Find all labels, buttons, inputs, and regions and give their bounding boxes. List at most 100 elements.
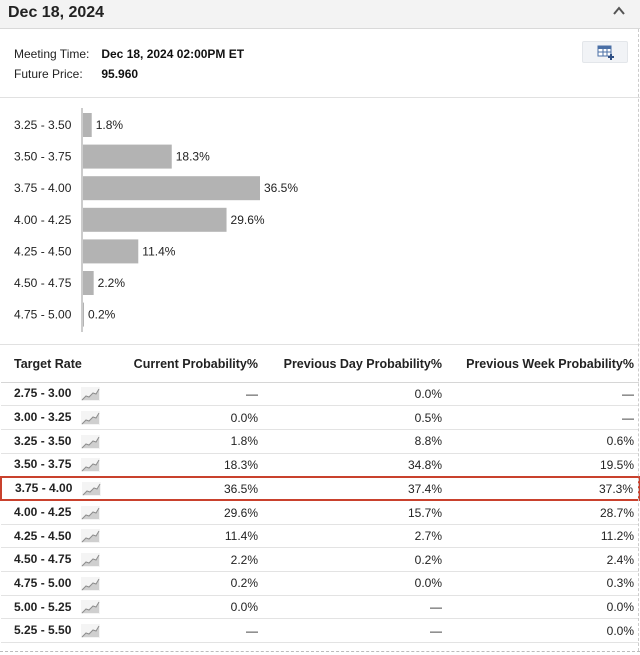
- future-price-value: 95.960: [101, 67, 139, 81]
- target-rate-cell: 3.50 - 3.75: [1, 453, 106, 478]
- previous-week-probability-cell: 37.3%: [447, 475, 640, 502]
- meeting-header: Dec 18, 2024: [0, 0, 640, 29]
- bar-category-label: 3.50 - 3.75: [14, 150, 72, 164]
- table-row: 5.00 - 5.25 0.0% —0.0%: [1, 595, 639, 620]
- meeting-time-row: Meeting Time: Dec 18, 2024 02:00PM ET: [14, 47, 244, 61]
- col-header-target-rate: Target Rate: [1, 346, 106, 383]
- bar-value-label: 0.2%: [88, 308, 116, 322]
- target-rate-label: 3.25 - 3.50: [14, 433, 72, 448]
- previous-day-probability-cell: —: [263, 595, 447, 620]
- probability-bar: [83, 271, 94, 295]
- bar-category-label: 4.25 - 4.50: [14, 244, 72, 258]
- target-rate-label: 3.75 - 4.00: [15, 481, 73, 496]
- current-probability-cell: 2.2%: [106, 547, 263, 572]
- sparkline-chart-icon[interactable]: [81, 410, 101, 425]
- previous-week-probability-cell: 0.0%: [447, 595, 639, 620]
- col-header-previous-week-probability: Previous Week Probability%: [447, 346, 639, 383]
- target-rate-cell: 4.00 - 4.25: [1, 500, 106, 525]
- table-row: 3.00 - 3.25 0.0% 0.5% —: [1, 405, 639, 430]
- previous-day-probability-cell: 0.0%: [263, 571, 447, 596]
- probability-bar-chart: 3.25 - 3.50 1.8% 3.50 - 3.75 18.3% 3.75 - 4.…: [14, 108, 298, 332]
- target-rate-cell: 4.50 - 4.75: [1, 547, 106, 572]
- previous-week-probability-cell: 0.3%: [447, 571, 639, 596]
- target-rate-cell: 4.25 - 4.50: [1, 524, 106, 549]
- table-row: 3.25 - 3.50 1.8% 8.8% 0.6%: [1, 429, 639, 454]
- sparkline-chart-icon[interactable]: [82, 482, 102, 496]
- meeting-time-label: Meeting Time:: [14, 47, 90, 61]
- probability-bar: [83, 302, 84, 327]
- target-rate-label: 5.25 - 5.50: [14, 623, 72, 638]
- current-probability-cell: —: [106, 618, 263, 644]
- sparkline-chart-icon[interactable]: [81, 458, 101, 473]
- meeting-date-title: Dec 18, 2024: [8, 4, 105, 21]
- bar-category-label: 3.25 - 3.50: [14, 118, 72, 132]
- previous-day-probability-cell: 0.2%: [263, 547, 447, 572]
- probability-bar: [83, 113, 92, 137]
- sparkline-chart-icon[interactable]: [81, 505, 101, 520]
- sparkline-chart-icon[interactable]: [81, 576, 101, 591]
- panel-right-edge: [638, 29, 639, 651]
- sparkline-chart-icon[interactable]: [81, 600, 101, 615]
- bar-category-label: 3.75 - 4.00: [14, 181, 72, 195]
- chevron-up-icon[interactable]: [612, 4, 626, 18]
- previous-week-probability-cell: 0.0%: [447, 618, 639, 644]
- sparkline-chart-icon[interactable]: [81, 624, 101, 639]
- table-row: 4.25 - 4.50 11.4% 2.7% 11.2%: [1, 524, 639, 549]
- bar-value-label: 36.5%: [264, 181, 298, 195]
- probability-bar: [83, 239, 139, 264]
- table-row: 3.50 - 3.75 18.3% 34.8% 19.5%: [1, 453, 639, 478]
- probability-table: Target Rate Current Probability% Previou…: [0, 346, 640, 644]
- target-rate-cell: 2.75 - 3.00: [1, 382, 106, 407]
- meeting-time-value: Dec 18, 2024 02:00PM ET: [101, 47, 245, 61]
- sparkline-chart-icon[interactable]: [81, 387, 101, 402]
- target-rate-label: 4.25 - 4.50: [14, 528, 72, 543]
- target-rate-label: 4.50 - 4.75: [14, 552, 72, 567]
- table-add-button[interactable]: [582, 41, 628, 63]
- target-rate-label: 4.00 - 4.25: [14, 505, 72, 520]
- table-row: 5.25 - 5.50— —0.0%: [1, 618, 639, 644]
- table-row: 4.00 - 4.25 29.6% 15.7% 28.7%: [1, 500, 639, 525]
- sparkline-chart-icon[interactable]: [81, 434, 101, 449]
- previous-day-probability-cell: 34.8%: [263, 453, 447, 478]
- probability-bar: [83, 207, 227, 232]
- col-header-previous-day-probability: Previous Day Probability%: [263, 346, 447, 383]
- target-rate-cell: 5.25 - 5.50: [1, 618, 106, 644]
- previous-week-probability-cell: 28.7%: [447, 500, 639, 525]
- current-probability-cell: 0.0%: [106, 405, 263, 430]
- bar-value-label: 2.2%: [98, 276, 126, 290]
- table-header-row: Target Rate Current Probability% Previou…: [1, 346, 639, 383]
- sparkline-chart-icon[interactable]: [81, 553, 101, 568]
- previous-day-probability-cell: 37.4%: [263, 475, 447, 502]
- previous-week-probability-cell: —: [447, 382, 639, 407]
- previous-day-probability-cell: 15.7%: [263, 500, 447, 525]
- previous-day-probability-cell: 0.5%: [263, 405, 447, 430]
- current-probability-cell: 18.3%: [106, 453, 263, 478]
- probability-bar: [83, 176, 260, 201]
- target-rate-cell: 5.00 - 5.25: [1, 595, 106, 620]
- target-rate-cell: 3.00 - 3.25: [1, 405, 106, 430]
- target-rate-cell: 3.75 - 4.00: [0, 475, 106, 502]
- previous-day-probability-cell: —: [263, 618, 447, 644]
- target-rate-label: 3.50 - 3.75: [14, 457, 72, 472]
- target-rate-label: 3.00 - 3.25: [14, 410, 72, 425]
- bar-category-label: 4.75 - 5.00: [14, 308, 72, 322]
- bar-value-label: 11.4%: [142, 244, 175, 258]
- previous-week-probability-cell: 2.4%: [447, 547, 639, 572]
- current-probability-cell: 11.4%: [106, 524, 263, 549]
- current-probability-cell: 36.5%: [106, 475, 263, 502]
- table-row: 4.75 - 5.00 0.2% 0.0% 0.3%: [1, 571, 639, 596]
- bar-category-label: 4.00 - 4.25: [14, 213, 72, 227]
- sparkline-chart-icon[interactable]: [81, 529, 101, 544]
- bar-value-label: 1.8%: [96, 118, 124, 132]
- meeting-info: Meeting Time: Dec 18, 2024 02:00PM ET Fu…: [0, 30, 640, 98]
- previous-day-probability-cell: 8.8%: [263, 429, 447, 454]
- previous-day-probability-cell: 2.7%: [263, 524, 447, 549]
- current-probability-cell: 29.6%: [106, 500, 263, 525]
- col-header-current-probability: Current Probability%: [106, 346, 263, 383]
- previous-day-probability-cell: 0.0%: [263, 382, 447, 407]
- future-price-row: Future Price: 95.960: [14, 67, 138, 81]
- bar-value-label: 18.3%: [176, 150, 210, 164]
- previous-week-probability-cell: —: [447, 405, 639, 430]
- table-row: 4.50 - 4.75 2.2% 0.2% 2.4%: [1, 547, 639, 572]
- current-probability-cell: 0.0%: [106, 595, 263, 620]
